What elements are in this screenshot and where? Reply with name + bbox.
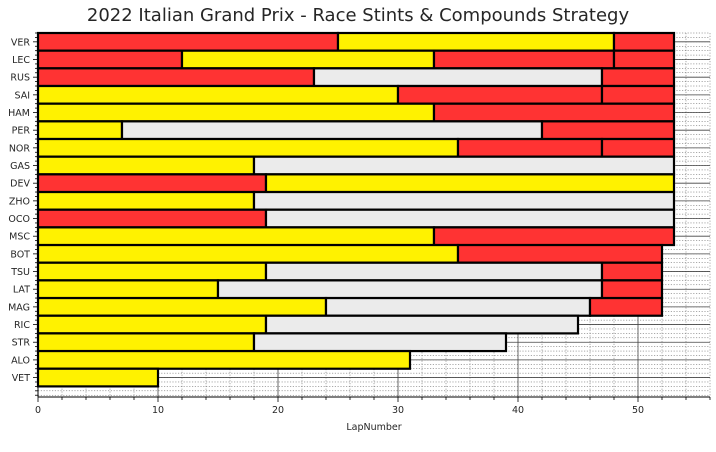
stint-bar-ver-3 — [612, 31, 676, 52]
y-tick-label-ric: RIC — [14, 320, 30, 331]
y-tick-label-rus: RUS — [10, 73, 30, 84]
stint-bar-ham-1 — [36, 102, 436, 123]
y-tick-label-zho: ZHO — [9, 196, 30, 207]
stint-bar-lec-1 — [36, 49, 184, 70]
stint-bar-lat-1 — [36, 279, 220, 300]
stint-bar-ric-2 — [264, 314, 580, 335]
x-axis-label: LapNumber — [346, 422, 401, 433]
stint-bar-sai-1 — [36, 84, 400, 105]
stint-bar-lec-2 — [180, 49, 436, 70]
stint-bar-ham-2 — [432, 102, 676, 123]
stint-bar-dev-2 — [264, 173, 676, 194]
y-tick-label-lec: LEC — [12, 55, 30, 66]
stint-bar-rus-3 — [600, 67, 676, 88]
stint-bar-mag-1 — [36, 296, 328, 317]
stint-bar-sai-2 — [396, 84, 604, 105]
stint-bar-tsu-3 — [600, 261, 664, 282]
stint-bar-lat-2 — [216, 279, 604, 300]
y-tick-label-gas: GAS — [10, 161, 30, 172]
stint-bar-ver-2 — [336, 31, 616, 52]
stint-bar-zho-1 — [36, 190, 256, 211]
stint-bar-vet-1 — [36, 367, 160, 388]
stint-bar-nor-3 — [600, 137, 676, 158]
stint-bar-mag-3 — [588, 296, 664, 317]
stint-bar-tsu-2 — [264, 261, 604, 282]
stint-bars — [36, 31, 676, 388]
y-tick-label-ver: VER — [11, 37, 31, 48]
stint-bar-per-1 — [36, 120, 124, 141]
stint-bar-lec-3 — [432, 49, 616, 70]
stint-bar-oco-2 — [264, 208, 676, 229]
stint-bar-msc-2 — [432, 226, 676, 247]
x-tick-label: 30 — [392, 405, 404, 416]
stint-bar-rus-1 — [36, 67, 316, 88]
y-tick-label-nor: NOR — [9, 143, 31, 154]
stint-bar-nor-1 — [36, 137, 460, 158]
stint-bar-per-2 — [120, 120, 544, 141]
y-tick-label-str: STR — [12, 338, 31, 349]
stint-bar-dev-1 — [36, 173, 268, 194]
stint-bar-bot-2 — [456, 243, 664, 264]
y-tick-label-alo: ALO — [11, 355, 30, 366]
y-tick-label-tsu: TSU — [10, 267, 30, 278]
x-tick-label: 50 — [632, 405, 644, 416]
x-tick-label: 10 — [152, 405, 164, 416]
stint-bar-bot-1 — [36, 243, 460, 264]
stint-bar-rus-2 — [312, 67, 604, 88]
stint-bar-nor-2 — [456, 137, 604, 158]
stint-bar-lat-3 — [600, 279, 664, 300]
stint-bar-lec-4 — [612, 49, 676, 70]
y-tick-label-per: PER — [12, 126, 31, 137]
axes — [33, 32, 711, 402]
y-tick-label-lat: LAT — [13, 285, 30, 296]
stint-bar-tsu-1 — [36, 261, 268, 282]
stint-bar-per-3 — [540, 120, 676, 141]
y-tick-label-bot: BOT — [10, 249, 30, 260]
stint-bar-zho-2 — [252, 190, 676, 211]
stint-bar-alo-1 — [36, 349, 412, 370]
stint-bar-ver-1 — [36, 31, 340, 52]
stint-bar-gas-1 — [36, 155, 256, 176]
chart-title: 2022 Italian Grand Prix - Race Stints & … — [86, 5, 630, 26]
y-tick-label-sai: SAI — [14, 90, 30, 101]
stint-bar-mag-2 — [324, 296, 592, 317]
stint-bar-msc-1 — [36, 226, 436, 247]
stint-bar-ric-1 — [36, 314, 268, 335]
stint-bar-oco-1 — [36, 208, 268, 229]
stint-bar-str-1 — [36, 332, 256, 353]
tick-labels: 0 10 20 30 40 50 VER LEC RUS SAI HAM PER NOR GAS DEV ZH… — [8, 37, 644, 416]
x-tick-label: 20 — [272, 405, 284, 416]
y-tick-label-msc: MSC — [9, 232, 30, 243]
y-tick-label-ham: HAM — [8, 108, 30, 119]
y-tick-label-vet: VET — [12, 373, 31, 384]
stint-bar-str-2 — [252, 332, 508, 353]
y-tick-label-mag: MAG — [8, 302, 30, 313]
stint-bar-gas-2 — [252, 155, 676, 176]
x-tick-label: 40 — [512, 405, 524, 416]
stint-bar-sai-3 — [600, 84, 676, 105]
x-tick-label: 0 — [35, 405, 41, 416]
y-tick-label-oco: OCO — [8, 214, 30, 225]
y-tick-label-dev: DEV — [10, 179, 30, 190]
